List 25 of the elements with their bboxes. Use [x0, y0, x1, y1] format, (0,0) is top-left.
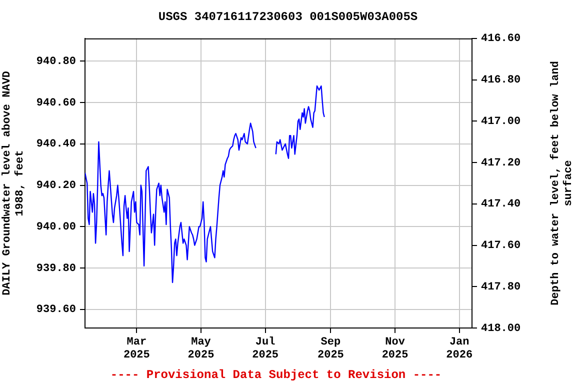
y-tick-label: 940.20	[36, 180, 76, 192]
y2-tick-label: 416.60	[481, 33, 521, 46]
y-tick-label: 940.40	[36, 138, 76, 151]
y-tick-label: 940.00	[36, 221, 76, 234]
y2-tick-label: 417.60	[481, 240, 521, 252]
y2-tick-label: 417.20	[481, 157, 521, 170]
chart-title: USGS 340716117230603 001S005W03A005S	[158, 10, 418, 24]
y2-tick-label: 417.80	[481, 281, 521, 294]
y-tick-label: 940.80	[36, 56, 76, 68]
x-tick-label: Mar 2025	[123, 336, 150, 362]
y-axis-title: DAILY Groundwater level above NAVD 1988, feet	[1, 70, 27, 296]
y2-tick-label: 418.00	[481, 322, 521, 335]
x-tick-label: Nov 2025	[382, 336, 409, 362]
y-tick-label: 939.60	[36, 304, 76, 316]
y2-tick-label: 416.80	[481, 74, 521, 87]
x-tick-label: Jul 2025	[252, 336, 279, 362]
x-tick-label: Jan 2026	[446, 336, 473, 362]
y-tick-label: 940.60	[36, 97, 76, 110]
y2-axis-title: Depth to water level, feet below land surface	[548, 61, 575, 306]
x-tick-label: Sep 2025	[317, 336, 344, 362]
y2-tick-label: 417.40	[481, 198, 521, 211]
text: ---- Provisional Data Subject to Revision ----	[110, 368, 442, 382]
y-tick-label: 939.80	[36, 262, 76, 275]
x-tick-label: May 2025	[188, 336, 215, 362]
y2-tick-label: 417.00	[481, 116, 521, 128]
